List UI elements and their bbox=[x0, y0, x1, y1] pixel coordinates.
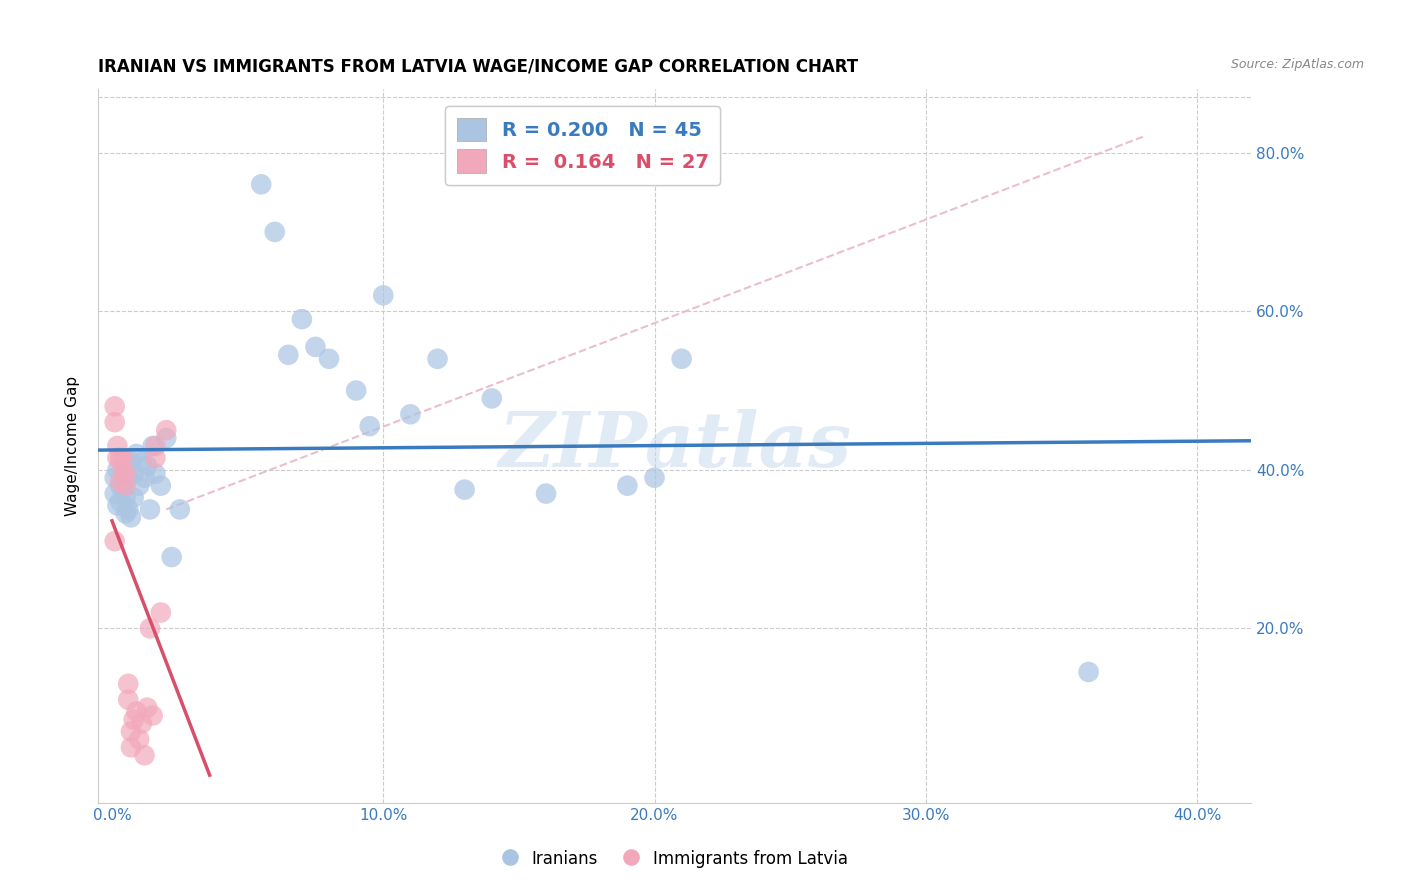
Point bbox=[277, 348, 299, 362]
Point bbox=[108, 475, 131, 489]
Point bbox=[108, 450, 131, 465]
Point bbox=[117, 692, 139, 706]
Point bbox=[155, 423, 177, 437]
Point bbox=[125, 447, 148, 461]
Point bbox=[120, 724, 142, 739]
Legend: R = 0.200   N = 45, R =  0.164   N = 27: R = 0.200 N = 45, R = 0.164 N = 27 bbox=[446, 106, 720, 185]
Point bbox=[534, 486, 557, 500]
Point bbox=[671, 351, 693, 366]
Point bbox=[122, 491, 145, 505]
Point bbox=[117, 502, 139, 516]
Point bbox=[250, 178, 273, 192]
Point bbox=[107, 463, 129, 477]
Point bbox=[104, 534, 127, 549]
Point bbox=[111, 463, 134, 477]
Point bbox=[114, 478, 136, 492]
Point bbox=[263, 225, 285, 239]
Point bbox=[120, 740, 142, 755]
Point bbox=[155, 431, 177, 445]
Point bbox=[134, 748, 156, 763]
Point bbox=[344, 384, 367, 398]
Point bbox=[318, 351, 340, 366]
Point bbox=[134, 471, 156, 485]
Point bbox=[145, 439, 167, 453]
Point bbox=[104, 471, 127, 485]
Point bbox=[107, 450, 129, 465]
Point bbox=[139, 621, 162, 635]
Point bbox=[644, 471, 666, 485]
Point bbox=[359, 419, 381, 434]
Point bbox=[145, 467, 167, 481]
Point bbox=[120, 510, 142, 524]
Point bbox=[125, 705, 148, 719]
Point bbox=[616, 478, 638, 492]
Point bbox=[169, 502, 191, 516]
Point bbox=[108, 494, 131, 508]
Point bbox=[142, 708, 165, 723]
Point bbox=[481, 392, 503, 406]
Point bbox=[145, 450, 167, 465]
Point bbox=[131, 716, 153, 731]
Point bbox=[453, 483, 475, 497]
Point bbox=[107, 499, 129, 513]
Point bbox=[111, 450, 134, 465]
Legend: Iranians, Immigrants from Latvia: Iranians, Immigrants from Latvia bbox=[495, 844, 855, 875]
Point bbox=[1077, 665, 1099, 679]
Point bbox=[104, 486, 127, 500]
Point bbox=[142, 439, 165, 453]
Point bbox=[104, 415, 127, 429]
Point bbox=[114, 507, 136, 521]
Point bbox=[114, 491, 136, 505]
Text: ZIPatlas: ZIPatlas bbox=[498, 409, 852, 483]
Point bbox=[160, 549, 183, 564]
Point bbox=[373, 288, 395, 302]
Point bbox=[136, 700, 159, 714]
Point bbox=[108, 478, 131, 492]
Point bbox=[136, 458, 159, 473]
Point bbox=[122, 713, 145, 727]
Y-axis label: Wage/Income Gap: Wage/Income Gap bbox=[65, 376, 80, 516]
Text: IRANIAN VS IMMIGRANTS FROM LATVIA WAGE/INCOME GAP CORRELATION CHART: IRANIAN VS IMMIGRANTS FROM LATVIA WAGE/I… bbox=[98, 58, 859, 76]
Point bbox=[111, 483, 134, 497]
Text: Source: ZipAtlas.com: Source: ZipAtlas.com bbox=[1230, 58, 1364, 71]
Point bbox=[107, 439, 129, 453]
Point bbox=[291, 312, 314, 326]
Point bbox=[426, 351, 449, 366]
Point bbox=[149, 478, 172, 492]
Point bbox=[122, 467, 145, 481]
Point bbox=[104, 400, 127, 414]
Point bbox=[117, 677, 139, 691]
Point bbox=[128, 478, 150, 492]
Point bbox=[399, 407, 422, 421]
Point bbox=[131, 455, 153, 469]
Point bbox=[128, 732, 150, 747]
Point bbox=[304, 340, 326, 354]
Point bbox=[117, 471, 139, 485]
Point bbox=[139, 502, 162, 516]
Point bbox=[149, 606, 172, 620]
Point bbox=[114, 467, 136, 481]
Point bbox=[120, 455, 142, 469]
